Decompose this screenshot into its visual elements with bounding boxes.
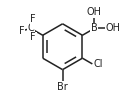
Text: Cl: Cl [93, 59, 103, 69]
Text: OH: OH [87, 7, 102, 17]
Text: OH: OH [105, 23, 120, 33]
Text: Br: Br [57, 82, 68, 92]
Text: B: B [91, 23, 98, 33]
Text: F: F [30, 15, 36, 24]
Text: F: F [30, 32, 36, 42]
Text: C: C [27, 23, 34, 33]
Text: F: F [19, 26, 25, 36]
